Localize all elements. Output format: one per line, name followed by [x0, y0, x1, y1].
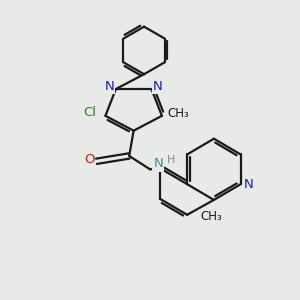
Text: H: H	[167, 155, 176, 165]
Text: N: N	[153, 158, 163, 170]
Text: O: O	[84, 153, 94, 166]
Text: CH₃: CH₃	[200, 210, 222, 223]
Text: CH₃: CH₃	[167, 107, 189, 120]
Text: Cl: Cl	[83, 106, 97, 119]
Text: N: N	[153, 80, 163, 93]
Text: N: N	[244, 178, 254, 191]
Text: N: N	[104, 80, 114, 93]
